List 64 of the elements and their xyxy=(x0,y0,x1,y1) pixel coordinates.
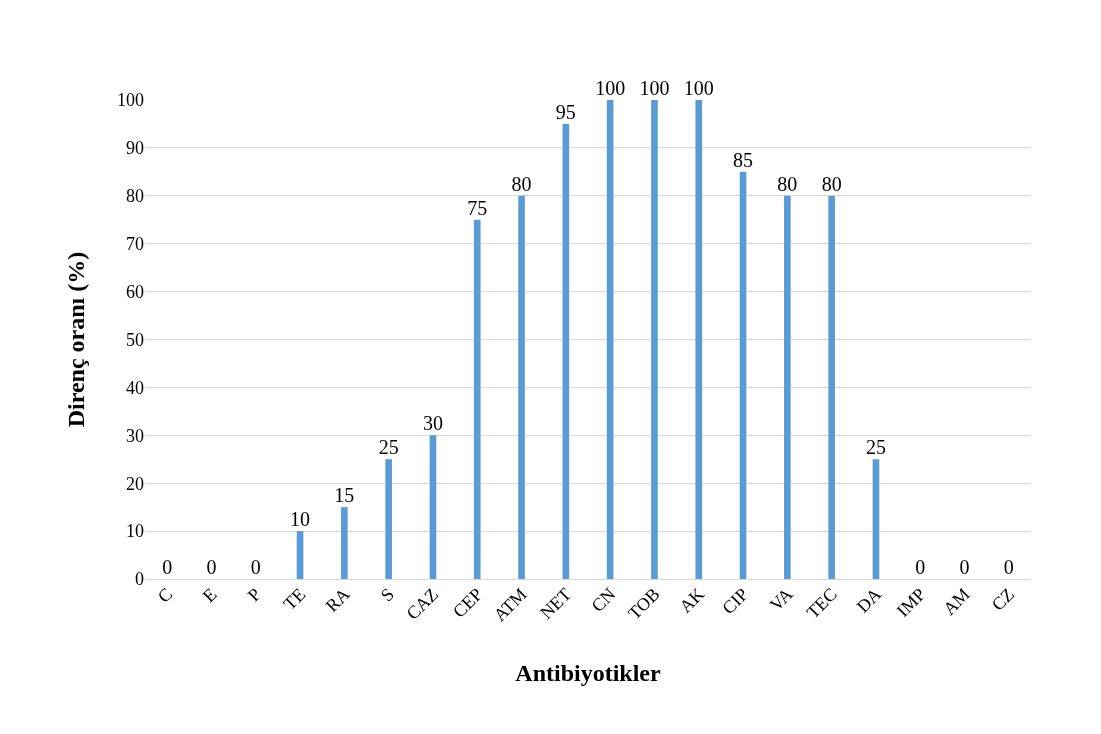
data-label: 25 xyxy=(865,436,886,459)
y-tick-label: 0 xyxy=(135,569,144,590)
x-tick-label: CIP xyxy=(718,584,753,618)
data-label: 0 xyxy=(162,556,173,578)
x-tick-label: C xyxy=(153,584,177,607)
x-tick-label: S xyxy=(376,584,398,606)
y-tick-label: 30 xyxy=(126,425,144,446)
y-tick-label: 90 xyxy=(126,138,144,159)
bar xyxy=(385,459,392,579)
y-tick-label: 40 xyxy=(126,377,144,398)
x-tick-label: RA xyxy=(321,584,354,616)
data-label: 100 xyxy=(595,77,626,99)
data-label: 0 xyxy=(1003,556,1014,578)
x-axis-title: Antibiyotikler xyxy=(515,660,662,687)
data-label: 30 xyxy=(422,412,443,435)
y-tick-label: 60 xyxy=(126,281,144,302)
bar xyxy=(518,195,525,579)
x-tick-label: AK xyxy=(675,584,708,617)
data-label: 10 xyxy=(290,508,311,531)
bar xyxy=(606,100,614,579)
y-axis-title: Direnç oranı (%) xyxy=(63,251,90,428)
y-tick-label: 80 xyxy=(126,186,144,207)
data-label: 80 xyxy=(777,172,798,195)
data-label: 0 xyxy=(915,556,926,578)
x-tick-label: CN xyxy=(587,584,620,616)
data-label: 15 xyxy=(334,484,355,507)
data-label: 0 xyxy=(959,556,970,578)
bar xyxy=(739,171,747,579)
bar xyxy=(473,219,481,579)
y-tick-label: 50 xyxy=(126,329,144,350)
x-tick-label: TE xyxy=(279,584,310,614)
data-label: 100 xyxy=(639,77,670,99)
x-tick-label: CEP xyxy=(448,584,487,622)
data-label: 25 xyxy=(378,436,399,459)
data-label: 0 xyxy=(250,556,261,578)
x-tick-label: IMP xyxy=(892,584,930,621)
bar xyxy=(784,195,791,579)
data-label: 80 xyxy=(511,172,532,195)
x-tick-label: AM xyxy=(939,584,974,619)
bar xyxy=(872,459,880,579)
y-tick-label: 70 xyxy=(126,234,144,254)
bar xyxy=(429,435,437,579)
y-tick-label: 100 xyxy=(117,90,144,111)
data-label: 80 xyxy=(821,172,842,195)
x-tick-label: DA xyxy=(852,584,886,617)
data-label: 75 xyxy=(467,196,488,219)
x-tick-label: TOB xyxy=(624,584,664,624)
bar xyxy=(695,100,703,579)
y-tick-label: 20 xyxy=(126,473,144,494)
bar xyxy=(341,507,348,579)
data-label: 100 xyxy=(683,77,714,99)
y-tick-label: 10 xyxy=(126,521,144,542)
x-tick-label: VA xyxy=(765,584,797,615)
bar xyxy=(828,195,835,579)
data-label: 0 xyxy=(206,556,217,578)
x-tick-label: TEC xyxy=(802,584,841,623)
bar xyxy=(651,100,658,579)
data-label: 85 xyxy=(733,148,754,171)
x-tick-label: CZ xyxy=(987,584,1019,615)
x-tick-label: E xyxy=(198,584,221,606)
bar xyxy=(296,531,304,579)
x-tick-label: P xyxy=(243,584,265,606)
data-label: 95 xyxy=(555,100,576,123)
bar xyxy=(562,123,570,579)
